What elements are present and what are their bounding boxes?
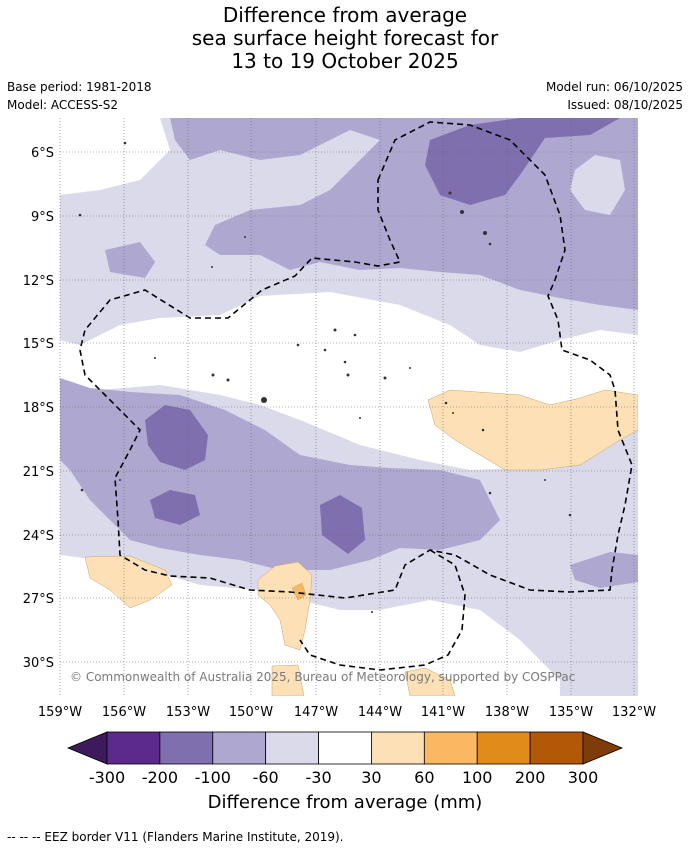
lat-tick-label: 27°S — [23, 592, 54, 607]
region-plus30-southwest — [84, 555, 173, 609]
colorbar-segment — [476, 731, 531, 765]
region-minus100-south-east — [320, 495, 365, 554]
chart-title: Difference from average sea surface heig… — [0, 4, 690, 73]
eez-borders — [79, 121, 633, 671]
lat-tick-label: 6°S — [31, 146, 54, 161]
colorbar-tick-label: -200 — [142, 768, 178, 787]
graticule — [59, 118, 638, 696]
region-minus100-north — [425, 118, 620, 205]
colorbar-segment — [106, 731, 161, 765]
lon-tick-label: 132°W — [612, 705, 656, 720]
lat-tick-label: 18°S — [23, 401, 54, 416]
region-plus30-south-east-small — [404, 667, 456, 696]
islands — [78, 141, 572, 613]
title-line-1: Difference from average — [222, 3, 468, 27]
lat-tick-label: 21°S — [23, 465, 54, 480]
copyright-text: © Commonwealth of Australia 2025, Bureau… — [70, 670, 575, 684]
lon-tick-label: 150°W — [229, 705, 273, 720]
issued-date: Issued: 08/10/2025 — [567, 98, 683, 112]
colorbar-extend-low — [66, 731, 108, 765]
lat-tick-label: 15°S — [23, 337, 54, 352]
colorbar-tick-label: 30 — [361, 768, 381, 787]
colorbar-tick-label: -60 — [253, 768, 279, 787]
colorbar-segment — [212, 731, 267, 765]
latitude-labels: 6°S 9°S 12°S 15°S 18°S 21°S 24°S 27°S 30°S — [23, 146, 54, 671]
colorbar-tick-label: -30 — [305, 768, 331, 787]
lon-tick-label: 159°W — [38, 705, 82, 720]
colorbar-segment — [423, 731, 478, 765]
lat-tick-label: 12°S — [23, 274, 54, 289]
region-near-zero-northwest — [60, 118, 170, 195]
lon-tick-label: 135°W — [549, 705, 593, 720]
region-plus30-south-mid — [257, 561, 313, 651]
colorbar-tick-label: 100 — [462, 768, 493, 787]
lon-tick-label: 138°W — [485, 705, 529, 720]
longitude-labels: 159°W 156°W 153°W 150°W 147°W 144°W 141°W 138°W… — [38, 705, 656, 720]
colorbar-tick-label: 300 — [568, 768, 599, 787]
base-period: Base period: 1981-2018 — [7, 80, 152, 94]
model-run: Model run: 06/10/2025 — [545, 80, 683, 94]
colorbar-tick-label: 200 — [515, 768, 546, 787]
lat-tick-label: 9°S — [31, 210, 54, 225]
colorbar-segment — [265, 731, 319, 765]
region-plus30-east — [427, 389, 638, 471]
colorbar-segment — [318, 731, 372, 765]
lon-tick-label: 144°W — [358, 705, 402, 720]
model-name: Model: ACCESS-S2 — [7, 98, 119, 112]
region-minus60-southeast-blob — [570, 552, 638, 588]
lon-tick-label: 153°W — [166, 705, 210, 720]
title-line-3: 13 to 19 October 2025 — [231, 49, 459, 73]
region-minus100-south-mid — [150, 490, 200, 525]
title-line-2: sea surface height forecast for — [191, 26, 499, 50]
meta-left: Base period: 1981-2018 Model: ACCESS-S2 — [7, 78, 152, 114]
region-plus30-south-small — [271, 664, 305, 696]
eez-footnote: -- -- -- EEZ border V11 (Flanders Marine… — [7, 830, 344, 844]
region-plus60-south-mid — [291, 582, 307, 601]
lon-tick-label: 141°W — [421, 705, 465, 720]
colorbar-extend-high — [582, 731, 624, 765]
colorbar-tick-label: 60 — [414, 768, 434, 787]
colorbar-segment — [159, 731, 214, 765]
region-near-zero-northeast — [570, 155, 625, 215]
colorbar-title: Difference from average (mm) — [207, 792, 483, 813]
colorbar-segment — [371, 731, 425, 765]
lon-tick-label: 156°W — [102, 705, 146, 720]
meta-right: Model run: 06/10/2025 Issued: 08/10/2025 — [546, 78, 683, 114]
colorbar: -300 -200 -100 -60 -30 30 60 100 200 300 — [66, 731, 624, 787]
colorbar-segment — [529, 731, 584, 765]
lon-tick-label: 147°W — [294, 705, 338, 720]
lat-tick-label: 24°S — [23, 529, 54, 544]
colorbar-tick-label: -100 — [195, 768, 231, 787]
lat-tick-label: 30°S — [23, 656, 54, 671]
region-minus100-south-west — [145, 405, 208, 470]
colorbar-tick-label: -300 — [89, 768, 125, 787]
region-minus60-northwest-blob — [105, 242, 155, 278]
